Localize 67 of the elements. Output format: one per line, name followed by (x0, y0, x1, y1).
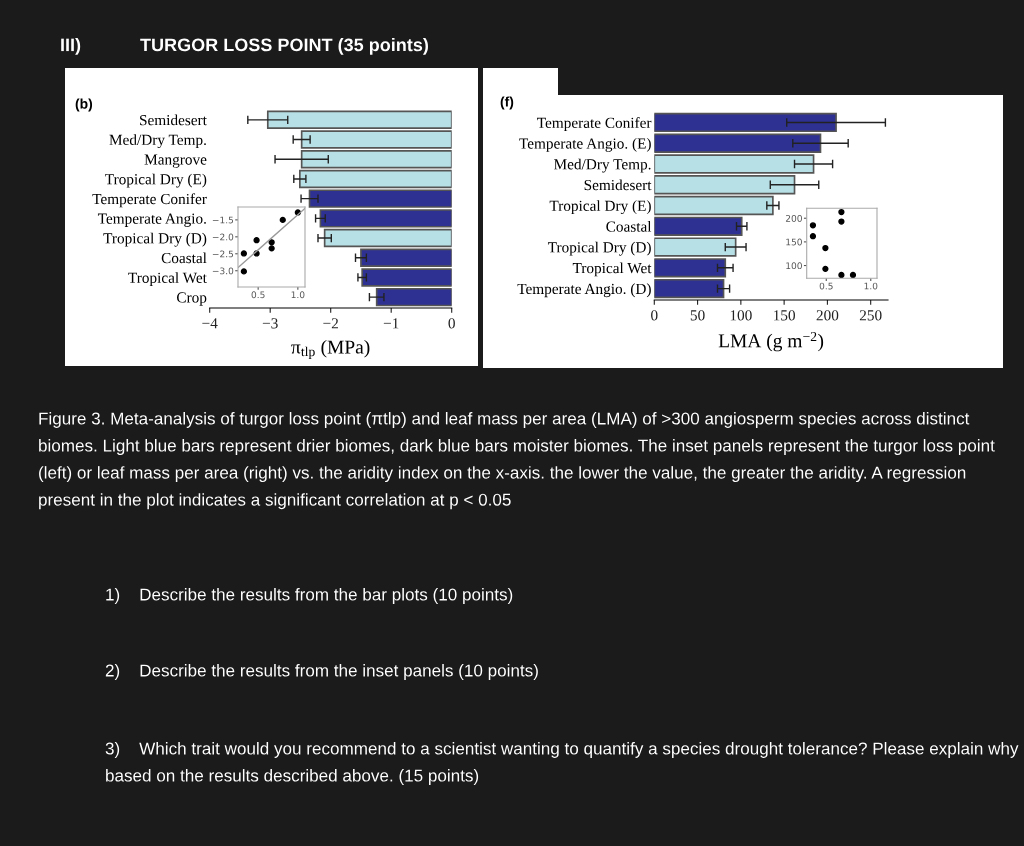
x-tick-label: 0.5 (819, 282, 833, 290)
y-tick-label: Temperate Conifer (537, 117, 652, 132)
x-tick-label: 1.0 (864, 282, 878, 290)
y-tick-label: 200 (785, 214, 802, 222)
y-tick-label: Temperate Angio. (E) (519, 137, 651, 152)
y-tick-label: Med/Dry Temp. (109, 134, 206, 149)
y-tick-label: Temperate Angio. (D) (517, 283, 651, 298)
y-tick-label: Coastal (161, 252, 207, 264)
y-tick-label: Tropical Dry (D) (103, 232, 207, 247)
point (838, 218, 845, 225)
bar (654, 278, 725, 299)
y-tick-label: −3.0 (212, 267, 234, 275)
point (822, 265, 829, 272)
x-tick-label: −3 (262, 318, 278, 329)
y-tick-label: Mangrove (144, 154, 207, 168)
point (268, 245, 275, 252)
caption: Figure 3. Meta-analysis of turgor loss point (πtlp) and leaf mass per area (LMA) of >300 angiosperm species across distinct biomes. Light blue bars represent drier biomes, dark blue bars moister biomes. The inset panels represent the turgor loss point (left) or leaf mass per area (right) vs. the aridity index on the x-axis. the lower the value, the greater the aridity. A regression present in the plot indicates a significant correlation at p < 0.05 (39, 412, 995, 510)
x-axis-title: LMA (g m$^{−2}$) (718, 331, 824, 352)
y-tick-label: Med/Dry Temp. (554, 158, 651, 173)
text: 1) Describe the results from the bar plots (10 points) (106, 588, 513, 604)
y-tick-label: Temperate Angio. (97, 213, 206, 227)
point (849, 271, 857, 279)
x-axis-title: π$_{tlp}$ (MPa) (291, 339, 370, 359)
y-tick-label: 150 (786, 238, 802, 246)
x-tick-label: −4 (202, 318, 218, 329)
y-tick-label: −2.5 (212, 250, 234, 258)
y-tick-label: Tropical Wet (128, 272, 207, 287)
bar (654, 112, 837, 133)
text: (b) (75, 98, 93, 112)
point (809, 233, 817, 240)
x-tick-label: 200 (816, 310, 839, 321)
x-tick-label: 0 (448, 318, 455, 329)
x-tick-label: 50 (690, 310, 705, 321)
y-tick-label: Semidesert (584, 179, 652, 191)
x-tick-label: 0 (651, 310, 658, 321)
point (838, 208, 845, 216)
point (268, 239, 275, 246)
x-tick-label: 1.0 (291, 291, 305, 299)
y-tick-label: −2.0 (212, 233, 234, 241)
x-tick-label: −1 (383, 318, 399, 329)
y-tick-label: Tropical Dry (E) (105, 173, 207, 188)
x-tick-label: 0.5 (251, 291, 265, 299)
text: TURGOR LOSS POINT (35 points) (140, 38, 428, 55)
y-tick-label: Crop (176, 292, 207, 306)
x-tick-label: 100 (730, 310, 752, 321)
point (809, 222, 817, 229)
y-tick-label: Tropical Wet (572, 262, 652, 277)
text: III) (61, 38, 81, 55)
point (838, 271, 845, 279)
y-tick-label: Tropical Dry (D) (547, 241, 651, 256)
point (240, 268, 248, 275)
text: (f) (500, 96, 514, 110)
text: 3) Which trait would you recommend to a scientist wanting to quantify a species drought tolerance? Please explain why based on the results described above. (15 points) (105, 742, 1019, 785)
x-tick-label: −2 (323, 318, 338, 329)
y-tick-label: Tropical Dry (E) (549, 200, 651, 215)
bar (654, 195, 774, 216)
x-tick-label: 250 (859, 310, 882, 321)
y-tick-label: Semidesert (140, 114, 207, 126)
y-tick-label: −1.5 (212, 216, 234, 224)
point (253, 237, 260, 244)
y-tick-label: 100 (786, 262, 802, 270)
point (240, 250, 248, 257)
y-tick-label: Temperate Conifer (92, 193, 207, 208)
point (822, 244, 829, 252)
text: 2) Describe the results from the inset panels (10 points) (105, 664, 538, 680)
y-tick-label: Coastal (606, 220, 652, 232)
point (279, 216, 286, 224)
